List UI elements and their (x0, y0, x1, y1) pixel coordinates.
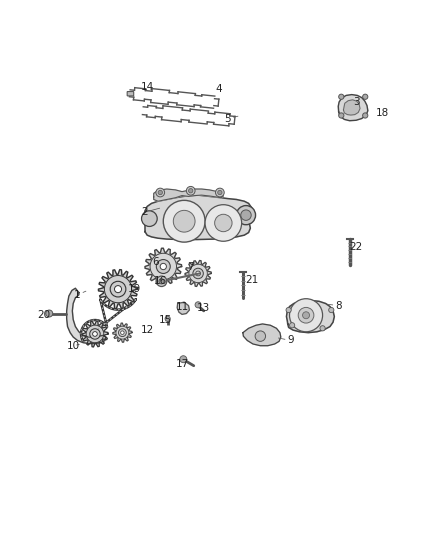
Circle shape (193, 268, 203, 279)
Circle shape (205, 205, 242, 241)
Text: 4: 4 (215, 84, 223, 94)
Circle shape (160, 263, 166, 270)
Circle shape (215, 188, 224, 197)
Circle shape (156, 276, 167, 287)
Circle shape (156, 188, 165, 197)
Text: 17: 17 (175, 359, 189, 369)
Polygon shape (145, 248, 182, 285)
Text: 9: 9 (287, 335, 294, 345)
Circle shape (290, 298, 322, 332)
Text: 2: 2 (142, 207, 148, 217)
Circle shape (255, 331, 265, 341)
Circle shape (110, 281, 126, 297)
Text: 13: 13 (197, 303, 210, 313)
Text: 10: 10 (67, 341, 80, 351)
Text: 5: 5 (224, 114, 231, 124)
Circle shape (188, 189, 193, 193)
Circle shape (120, 331, 124, 334)
Polygon shape (243, 324, 281, 346)
Text: 11: 11 (175, 302, 189, 312)
Circle shape (156, 260, 170, 273)
Circle shape (218, 190, 222, 195)
Circle shape (165, 316, 170, 321)
FancyBboxPatch shape (127, 92, 134, 96)
Circle shape (118, 329, 126, 336)
Text: 19: 19 (127, 284, 141, 294)
Polygon shape (82, 321, 108, 347)
Polygon shape (338, 94, 368, 120)
Polygon shape (286, 301, 334, 333)
Polygon shape (154, 189, 223, 201)
Circle shape (92, 332, 97, 336)
Text: 22: 22 (350, 242, 363, 252)
Circle shape (90, 329, 100, 339)
Circle shape (158, 190, 162, 195)
Circle shape (186, 187, 195, 195)
Circle shape (173, 211, 195, 232)
Text: 6: 6 (152, 257, 159, 267)
Polygon shape (144, 195, 253, 239)
Circle shape (286, 308, 291, 313)
Text: 8: 8 (336, 301, 342, 311)
Circle shape (237, 206, 255, 225)
Polygon shape (343, 100, 360, 115)
Polygon shape (177, 302, 189, 314)
Text: 16: 16 (154, 276, 167, 286)
Text: 12: 12 (141, 325, 154, 335)
Circle shape (363, 113, 368, 118)
Text: 21: 21 (245, 274, 258, 285)
Circle shape (298, 308, 314, 323)
Circle shape (180, 356, 187, 362)
Circle shape (241, 210, 251, 220)
Polygon shape (185, 261, 211, 286)
Text: 1: 1 (74, 290, 81, 300)
Text: 18: 18 (375, 108, 389, 118)
Circle shape (328, 308, 334, 313)
Circle shape (141, 211, 157, 227)
Circle shape (46, 310, 53, 317)
Circle shape (196, 271, 201, 276)
Text: 14: 14 (141, 82, 154, 92)
Polygon shape (67, 288, 106, 344)
Polygon shape (99, 270, 138, 309)
Circle shape (114, 286, 122, 293)
Circle shape (320, 326, 325, 331)
Circle shape (163, 200, 205, 242)
Circle shape (303, 312, 310, 319)
Circle shape (290, 322, 295, 328)
Text: 15: 15 (159, 314, 173, 325)
Circle shape (363, 94, 368, 99)
Text: 20: 20 (38, 310, 51, 320)
Circle shape (215, 214, 232, 232)
Circle shape (339, 113, 344, 118)
Polygon shape (113, 323, 132, 342)
Circle shape (159, 279, 164, 284)
Circle shape (195, 302, 201, 308)
Circle shape (339, 94, 344, 99)
Text: 3: 3 (353, 97, 360, 107)
Text: 7: 7 (187, 262, 194, 272)
